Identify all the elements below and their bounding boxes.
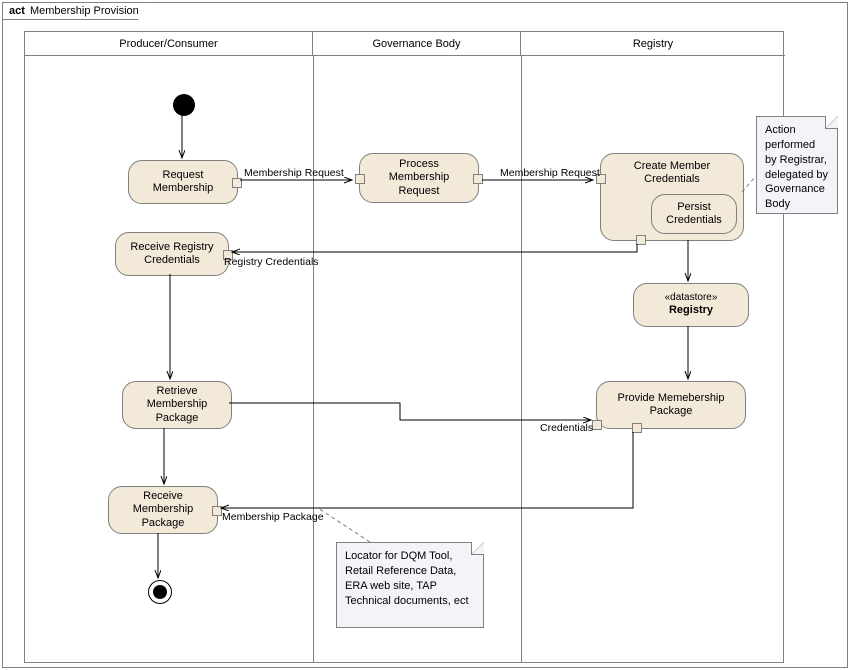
datastore-label: Registry (669, 304, 713, 317)
edge-label: Registry Credentials (224, 256, 319, 268)
activity-request-membership: Request Membership (128, 160, 238, 204)
activity-label: Request Membership (137, 169, 229, 195)
note-text: Locator for DQM Tool, Retail Reference D… (345, 550, 469, 607)
activity-label: Receive Membership Package (117, 490, 209, 530)
frame-title-text: Membership Provision (30, 5, 139, 17)
activity-retrieve-package: Retrieve Membership Package (122, 381, 232, 429)
input-port (592, 420, 602, 430)
edge-label: Membership Request (500, 167, 600, 179)
note-text: Action performed by Registrar, delegated… (765, 124, 828, 210)
activity-receive-credentials: Receive Registry Credentials (115, 232, 229, 276)
lane-divider (521, 56, 522, 662)
activity-process-request: Process Membership Request (359, 153, 479, 203)
frame-title-prefix: act (9, 5, 25, 17)
activity-create-credentials: Create Member Credentials Persist Creden… (600, 153, 744, 241)
lane-header-governance: Governance Body (313, 32, 521, 56)
datastore-registry: «datastore» Registry (633, 283, 749, 327)
output-port (636, 235, 646, 245)
input-port (355, 174, 365, 184)
activity-label: Provide Memebership Package (605, 392, 737, 418)
stereotype: «datastore» (665, 292, 718, 304)
edge-label: Credentials (540, 422, 593, 434)
note-locator: Locator for DQM Tool, Retail Reference D… (336, 542, 484, 628)
activity-label: Receive Registry Credentials (124, 241, 220, 267)
activity-provide-package: Provide Memebership Package (596, 381, 746, 429)
activity-label: Retrieve Membership Package (131, 385, 223, 425)
output-port (473, 174, 483, 184)
input-port (212, 506, 222, 516)
activity-label: Create Member Credentials (609, 160, 735, 186)
activity-label: Persist Credentials (660, 201, 728, 227)
lane-label: Registry (633, 38, 673, 50)
final-node (148, 580, 172, 604)
lane-label: Governance Body (372, 38, 460, 50)
initial-node (173, 94, 195, 116)
edge-label: Membership Request (244, 167, 344, 179)
edge-label: Membership Package (222, 511, 324, 523)
lane-header-producer: Producer/Consumer (25, 32, 313, 56)
frame-title-tab: act Membership Provision (2, 2, 150, 20)
activity-receive-package: Receive Membership Package (108, 486, 218, 534)
lane-divider (313, 56, 314, 662)
activity-label: Process Membership Request (368, 158, 470, 198)
activity-persist-credentials: Persist Credentials (651, 194, 737, 234)
output-port (632, 423, 642, 433)
lane-header-registry: Registry (521, 32, 785, 56)
lane-label: Producer/Consumer (119, 38, 217, 50)
note-registrar: Action performed by Registrar, delegated… (756, 116, 838, 214)
output-port (232, 178, 242, 188)
